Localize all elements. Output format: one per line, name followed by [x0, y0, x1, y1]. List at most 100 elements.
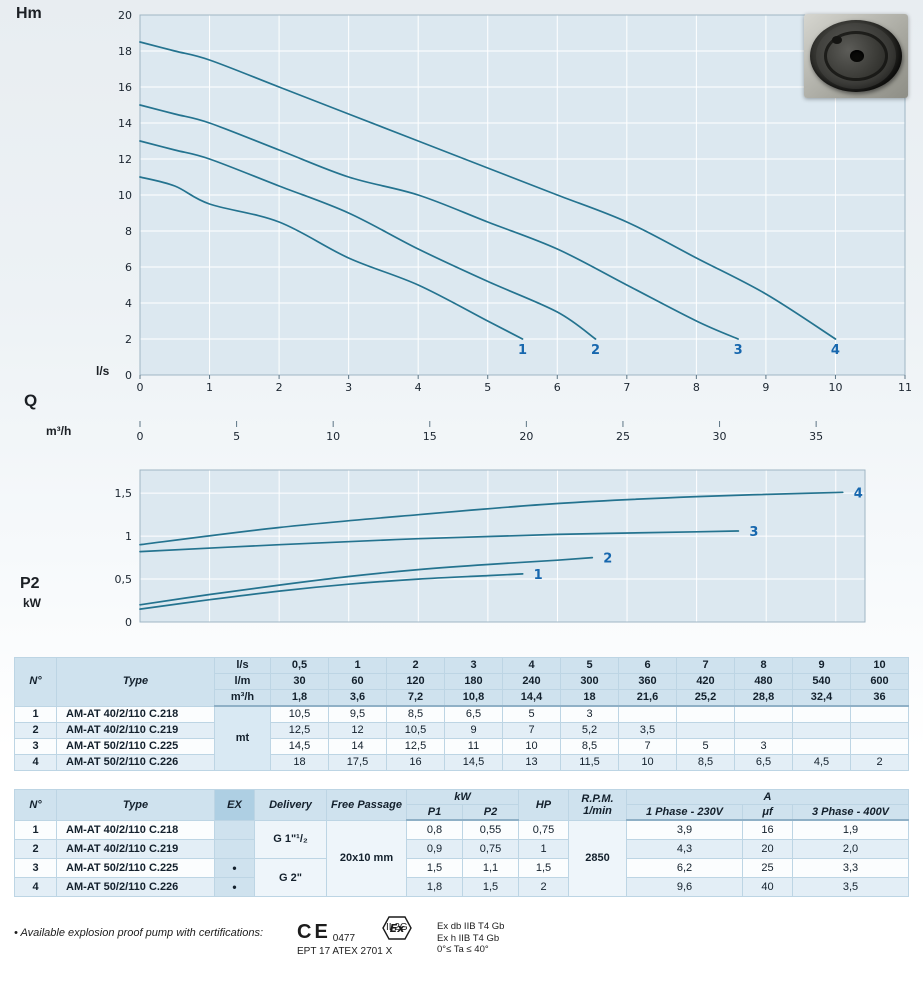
- x-tick-label: 8: [693, 381, 700, 394]
- flow-value-header: 28,8: [734, 689, 793, 707]
- ex-classification: II 2G: [386, 922, 408, 933]
- flow-value-header: 1,8: [270, 689, 329, 707]
- head-value: 14,5: [444, 754, 503, 771]
- curve-3: [139, 530, 740, 553]
- curve-label-2: 2: [591, 343, 600, 358]
- pump-type: AM-AT 50/2/110 C.226: [56, 877, 215, 897]
- pump-row: 4 AM-AT 50/2/110 C.226 • 1,8 1,5 2 9,6 40 3,5: [14, 877, 909, 897]
- head-value: [676, 722, 735, 739]
- p2-header: P2: [462, 804, 519, 821]
- y-tick-label: 1: [125, 530, 132, 543]
- head-value: 12,5: [270, 722, 329, 739]
- electrical-data-table: N° Type EX Delivery Free Passage kW HP R.P.M. 1/…: [14, 789, 909, 897]
- p2-value: 1,5: [462, 877, 519, 897]
- pump-type: AM-AT 40/2/110 C.218: [56, 819, 215, 840]
- header-row: l/m 30 60 120 180 240 300 360 420 480 540 600: [15, 673, 909, 690]
- x-tick-label: 11: [898, 381, 912, 394]
- phase1-value: 6,2: [626, 858, 743, 878]
- explosion-proof-note: • Available explosion proof pump with ce…: [14, 927, 264, 939]
- uf-value: 16: [742, 819, 793, 840]
- y-tick-label: 4: [125, 297, 132, 310]
- y-tick-label: 0: [125, 369, 132, 382]
- unit-header: l/s: [214, 657, 271, 674]
- phase1-value: 4,3: [626, 839, 743, 859]
- pump-number: 1: [14, 819, 57, 840]
- type-header: Type: [56, 789, 215, 821]
- n-header: N°: [14, 789, 57, 821]
- pump-type: AM-AT 50/2/110 C.226: [56, 754, 215, 771]
- hp-value: 0,75: [518, 819, 569, 840]
- phase1-header: 1 Phase - 230V: [626, 804, 743, 821]
- x-tick-label: 4: [415, 381, 422, 394]
- pump-number: 3: [14, 858, 57, 878]
- head-value: [618, 705, 677, 723]
- x-tick-label: 1: [206, 381, 213, 394]
- delivery-size: G 1"¹/₂: [254, 819, 327, 859]
- electrical-data-section: N° Type EX Delivery Free Passage kW HP R.P.M. 1/…: [14, 789, 909, 897]
- hydraulic-table-head: N° Type l/s 0,5 1 2 3 4 5 6 7 8 9 10 l/m 30 60 120 180 240 3…: [14, 657, 909, 707]
- flow-value-header: 7,2: [386, 689, 445, 707]
- certification-footer: • Available explosion proof pump with ce…: [14, 915, 909, 980]
- flow-m3h-label: m³/h: [46, 424, 72, 438]
- head-value: 10,5: [270, 705, 329, 723]
- hydraulic-performance-table: N° Type l/s 0,5 1 2 3 4 5 6 7 8 9 10 l/m 30 60 120 180 240 3…: [14, 657, 909, 771]
- head-value: 7: [618, 738, 677, 755]
- head-value: 14: [328, 738, 387, 755]
- head-value: 5: [676, 738, 735, 755]
- head-value: 6,5: [734, 754, 793, 771]
- p2-value: 0,55: [462, 819, 519, 840]
- free-passage-value: 20x10 mm: [326, 819, 407, 897]
- x-tick-label: 5: [484, 381, 491, 394]
- pump-row: 3 AM-AT 50/2/110 C.225 • G 2" 1,5 1,1 1,5 6,2 25…: [14, 858, 909, 897]
- phase3-value: 3,3: [792, 858, 909, 878]
- m3h-tick-label: 5: [233, 430, 240, 443]
- pump-number: 4: [14, 877, 57, 897]
- head-value: 8,5: [560, 738, 619, 755]
- head-axis-label: Hm: [16, 5, 42, 22]
- flow-value-header: 4: [502, 657, 561, 674]
- head-value: 5: [502, 705, 561, 723]
- ex-flag: [214, 819, 255, 840]
- ce-mark-block: CE 0477 EPT 17 ATEX 2701 X: [297, 921, 392, 957]
- hydraulic-table-body: 1 AM-AT 40/2/110 C.218 mt 10,5 9,5 8,5 6,5 5 3 2 A…: [14, 705, 909, 771]
- plot-border: [139, 14, 906, 376]
- head-value: 13: [502, 754, 561, 771]
- curve-4: [139, 491, 844, 546]
- head-value: 10: [502, 738, 561, 755]
- y-tick-label: 20: [118, 9, 132, 22]
- flow-value-header: 14,4: [502, 689, 561, 707]
- x-tick-label: 0: [137, 381, 144, 394]
- rpm-header: R.P.M. 1/min: [568, 789, 627, 821]
- flow-value-header: 120: [386, 673, 445, 690]
- impeller-ring: [824, 31, 888, 81]
- curve-label-3: 3: [749, 525, 758, 540]
- curve-4: [139, 41, 837, 340]
- flow-symbol-label: Q: [24, 391, 38, 410]
- y-tick-label: 1,5: [115, 487, 133, 500]
- x-tick-label: 6: [554, 381, 561, 394]
- m3h-tick-label: 20: [519, 430, 533, 443]
- flow-value-header: 10: [850, 657, 909, 674]
- y-tick-label: 0,5: [115, 573, 133, 586]
- head-value: [850, 722, 909, 739]
- head-value: 9: [444, 722, 503, 739]
- flow-value-header: 25,2: [676, 689, 735, 707]
- curve-label-3: 3: [734, 343, 743, 358]
- ce-row: CE 0477: [297, 921, 392, 944]
- atex-certificate-number: EPT 17 ATEX 2701 X: [297, 946, 393, 957]
- n-header: N°: [14, 657, 57, 707]
- head-value: [850, 705, 909, 723]
- curve-3: [139, 104, 739, 340]
- head-value: 9,5: [328, 705, 387, 723]
- head-value: 10: [618, 754, 677, 771]
- unit-header: l/m: [214, 673, 271, 690]
- x-tick-label: 3: [345, 381, 352, 394]
- header-row: N° Type EX Delivery Free Passage kW HP R.P.M. 1/…: [14, 789, 909, 821]
- p1-value: 1,5: [406, 858, 463, 878]
- flow-value-header: 2: [386, 657, 445, 674]
- x-tick-label: 9: [762, 381, 769, 394]
- flow-value-header: 5: [560, 657, 619, 674]
- flow-value-header: 3,6: [328, 689, 387, 707]
- flow-value-header: 60: [328, 673, 387, 690]
